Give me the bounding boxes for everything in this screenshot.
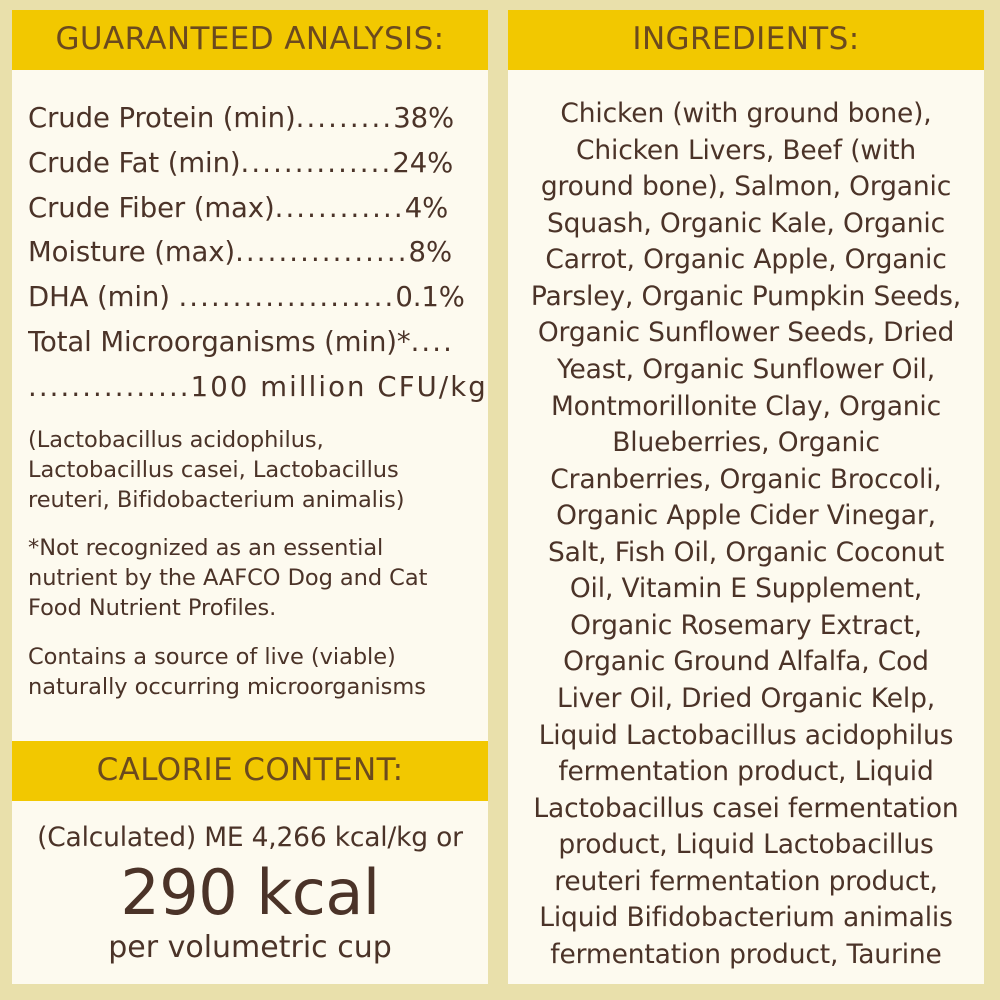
ga-label: Crude Fiber (max) [28, 191, 275, 224]
ga-row-moisture: Moisture (max)................8% [28, 230, 472, 275]
ga-dot-leader: .............. [240, 146, 393, 179]
ga-aafco-footnote: *Not recognized as an essential nutrient… [28, 535, 428, 622]
ga-dot-leader: .... [410, 326, 454, 359]
ga-label: Crude Protein (min) [28, 102, 296, 134]
ga-cultures-note: (Lactobacillus acidophilus, Lactobacillu… [28, 426, 405, 513]
calorie-per-kg-line: (Calculated) ME 4,266 kcal/kg or [37, 822, 463, 854]
ingredients-heading: INGREDIENTS: [508, 10, 984, 70]
calorie-content-body: (Calculated) ME 4,266 kcal/kg or 290 kca… [12, 801, 488, 984]
ga-row-dha: DHA (min) ....................0.1% [28, 275, 472, 320]
guaranteed-analysis-heading: GUARANTEED ANALYSIS: [12, 10, 488, 70]
ga-label: Total Microorganisms (min)* [28, 326, 411, 359]
ingredients-text: Chicken (with ground bone), Chicken Live… [530, 98, 962, 970]
calorie-per-cup-value: 290 kcal [120, 855, 380, 929]
ga-dot-leader: ................ [235, 236, 409, 269]
ga-row-total-microorganisms: Total Microorganisms (min)*.... [28, 320, 472, 365]
ga-value: 4% [404, 191, 449, 224]
calorie-per-cup-unit: per volumetric cup [108, 930, 392, 965]
ga-row-crude-protein: Crude Protein (min).........38% [28, 96, 472, 141]
ga-value: 8% [408, 236, 453, 269]
guaranteed-analysis-body: Crude Protein (min).........38% Crude Fa… [12, 70, 488, 703]
ga-value: 38% [393, 102, 455, 134]
calorie-content-heading: CALORIE CONTENT: [12, 741, 488, 802]
ga-value: 0.1% [395, 281, 465, 314]
ga-row-crude-fiber: Crude Fiber (max)............4% [28, 186, 472, 231]
guaranteed-analysis-list: Crude Protein (min).........38% Crude Fa… [28, 70, 488, 410]
ga-label: Moisture (max) [28, 236, 236, 269]
ga-label: DHA (min) [28, 281, 179, 314]
ga-live-microorganisms-note: Contains a source of live (viable) natur… [28, 644, 426, 701]
ga-value: 24% [392, 146, 454, 179]
ga-dot-leader: ......... [295, 102, 394, 134]
guaranteed-analysis-panel: GUARANTEED ANALYSIS: Crude Protein (min)… [12, 10, 488, 984]
ga-label: Crude Fat (min) [28, 146, 241, 179]
ga-row-crude-fat: Crude Fat (min)..............24% [28, 141, 472, 186]
ga-dot-leader: ............ [274, 191, 405, 224]
ga-dot-leader: .................... [178, 281, 396, 314]
ingredients-panel: INGREDIENTS: Chicken (with ground bone),… [508, 10, 984, 984]
ga-row-cfu-value: ...............100 million CFU/kg [28, 370, 488, 403]
